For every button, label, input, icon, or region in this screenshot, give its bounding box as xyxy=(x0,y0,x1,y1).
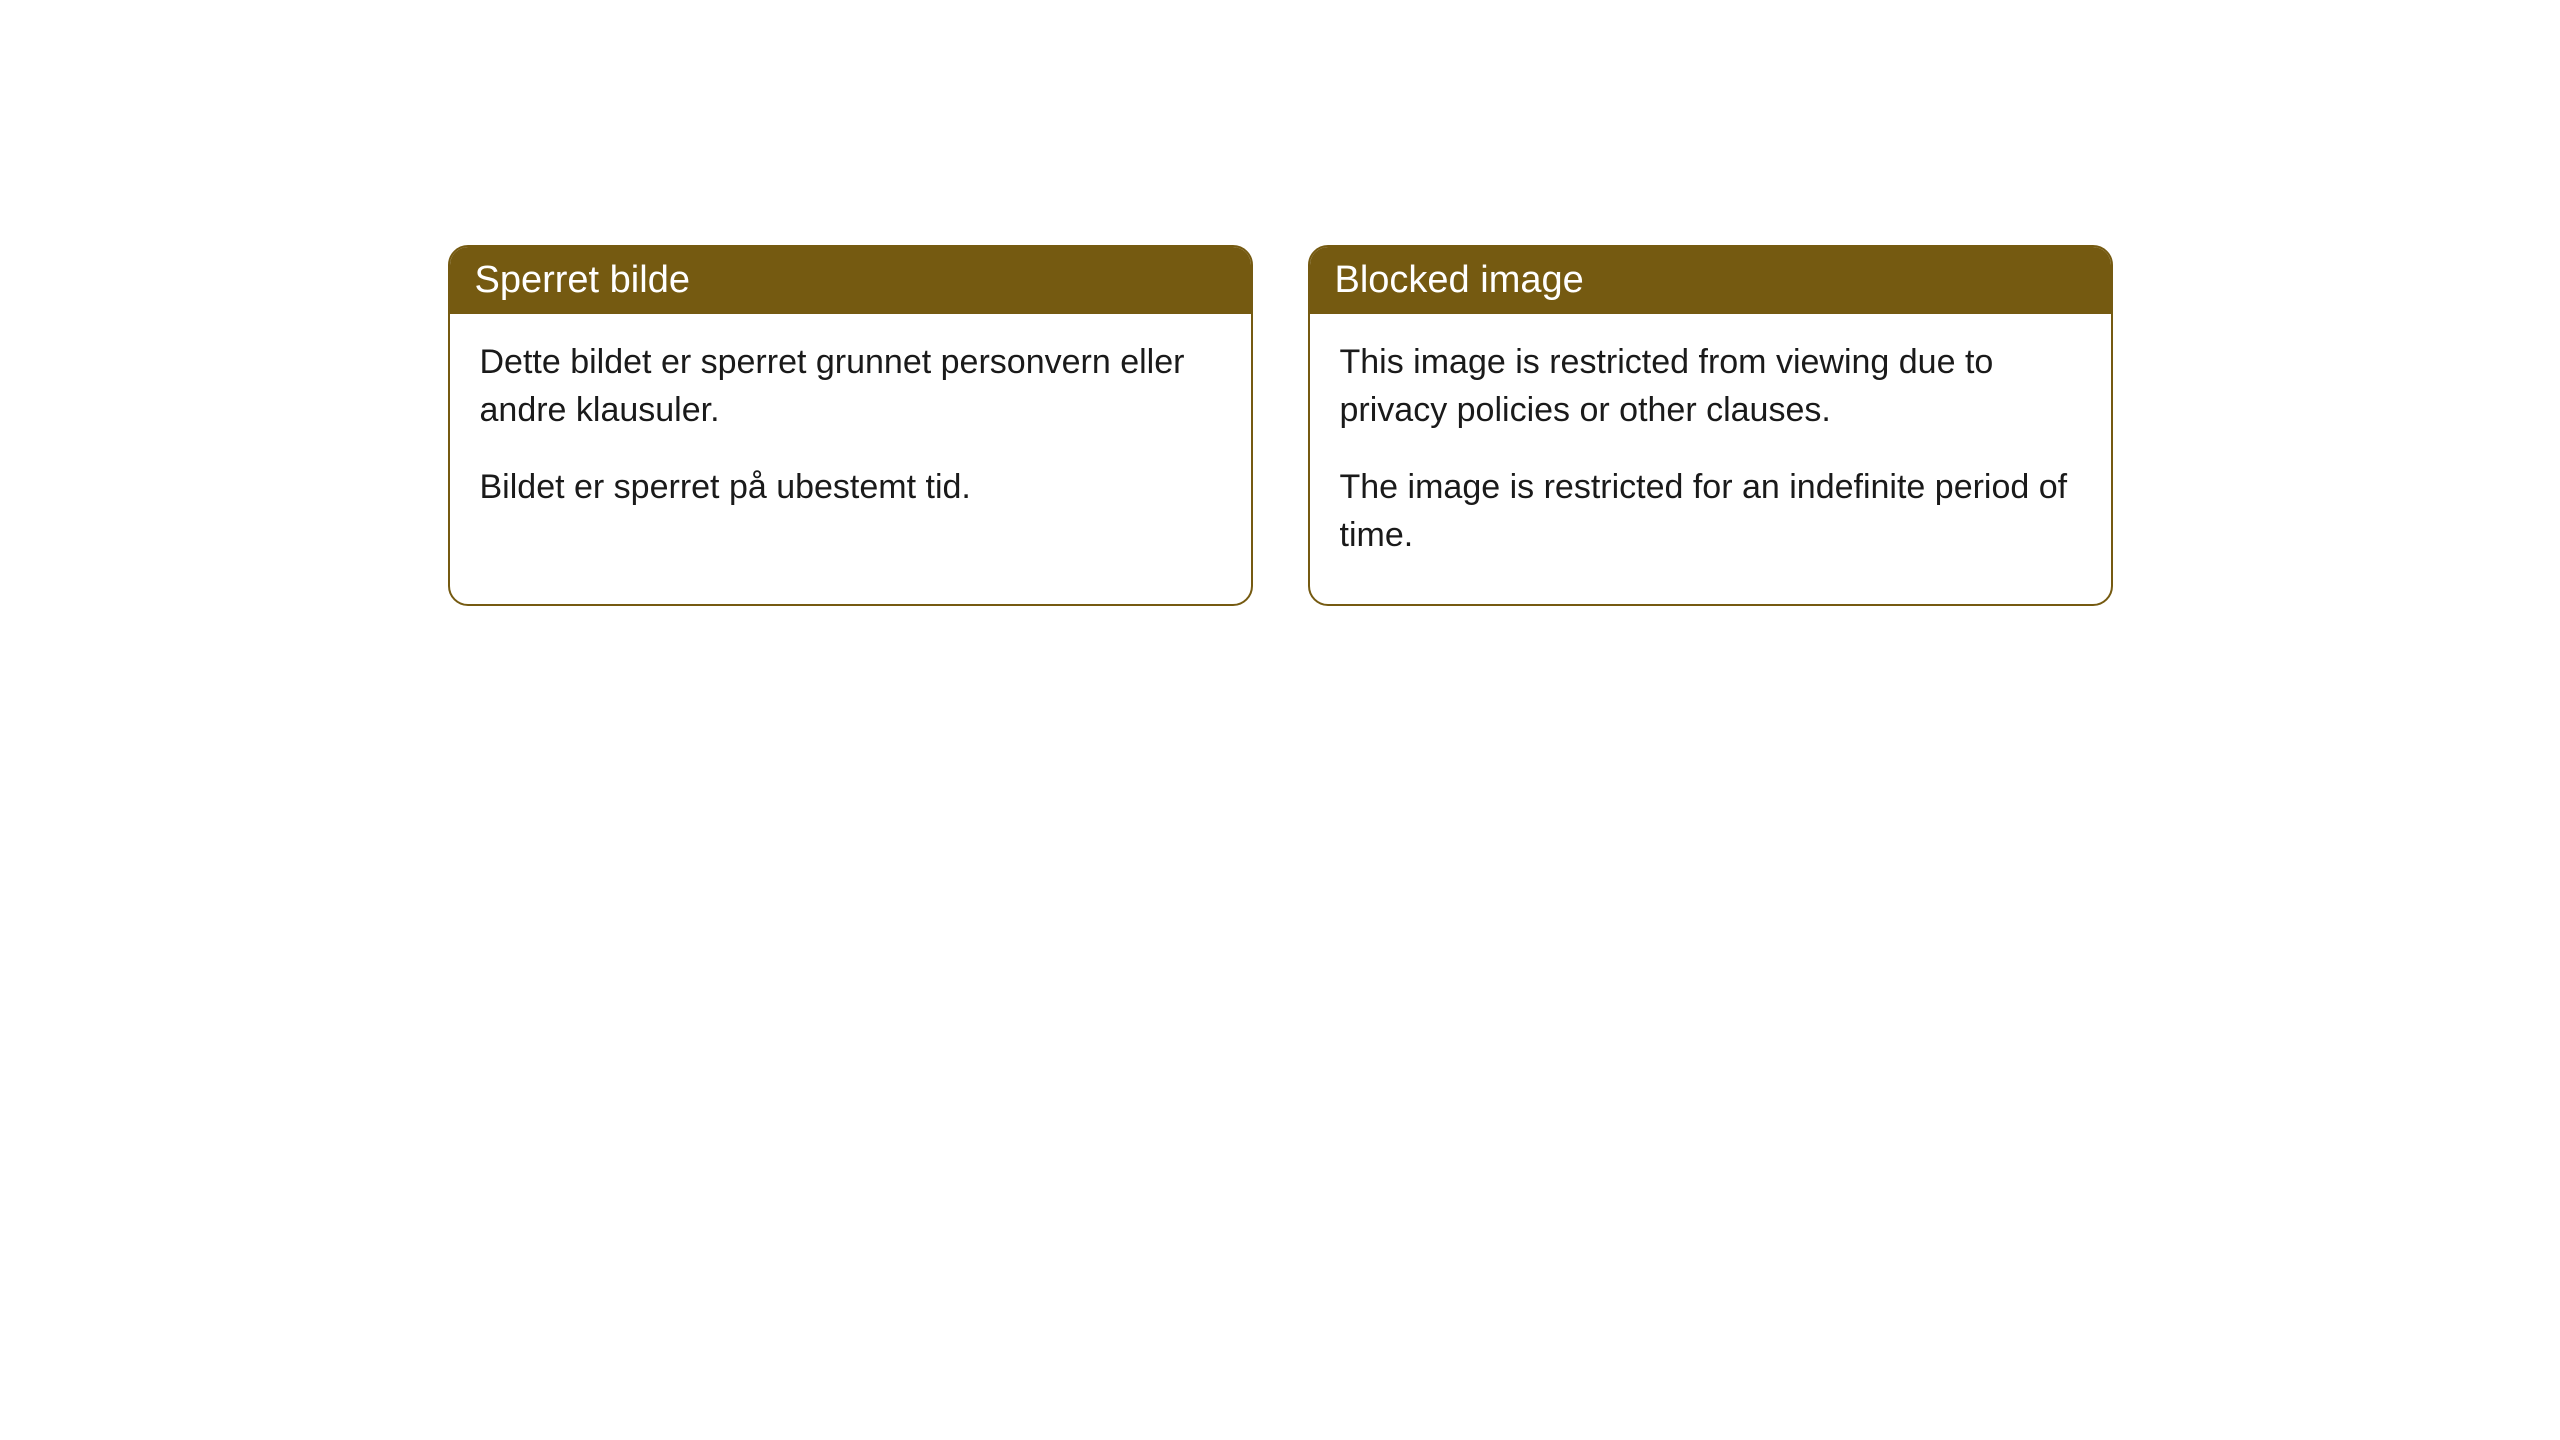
card-text-norwegian-2: Bildet er sperret på ubestemt tid. xyxy=(480,464,1221,512)
card-body-norwegian: Dette bildet er sperret grunnet personve… xyxy=(450,314,1251,557)
card-norwegian: Sperret bilde Dette bildet er sperret gr… xyxy=(448,245,1253,606)
card-text-english-1: This image is restricted from viewing du… xyxy=(1340,339,2081,434)
cards-container: Sperret bilde Dette bildet er sperret gr… xyxy=(0,245,2560,606)
card-header-english: Blocked image xyxy=(1310,247,2111,314)
card-header-norwegian: Sperret bilde xyxy=(450,247,1251,314)
card-english: Blocked image This image is restricted f… xyxy=(1308,245,2113,606)
card-text-english-2: The image is restricted for an indefinit… xyxy=(1340,464,2081,559)
card-body-english: This image is restricted from viewing du… xyxy=(1310,314,2111,604)
card-title-english: Blocked image xyxy=(1335,259,1584,301)
card-title-norwegian: Sperret bilde xyxy=(475,259,690,301)
card-text-norwegian-1: Dette bildet er sperret grunnet personve… xyxy=(480,339,1221,434)
